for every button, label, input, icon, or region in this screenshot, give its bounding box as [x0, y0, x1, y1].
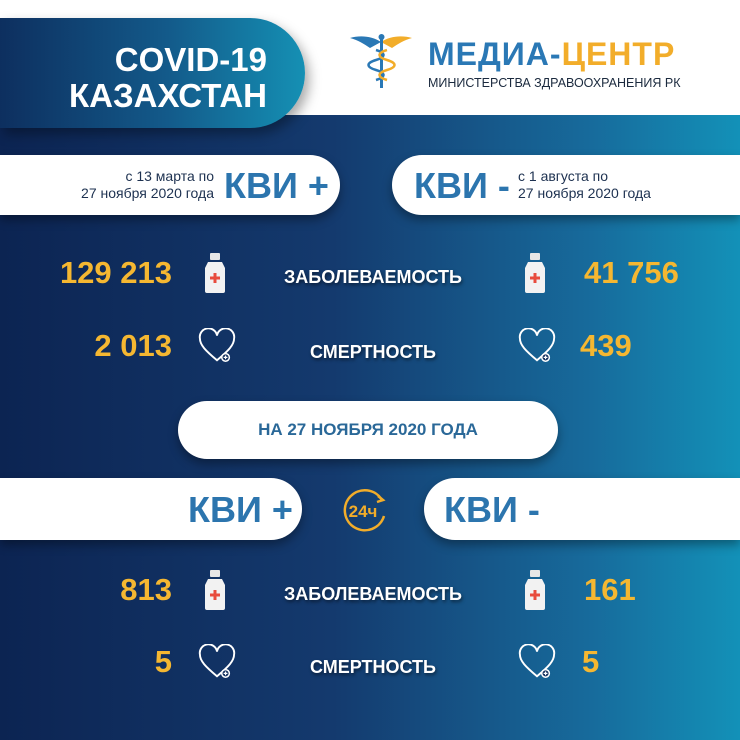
logo-title-part-1: МЕДИА-	[428, 36, 562, 72]
24h-badge-text: 24ч	[349, 502, 378, 521]
kvi-positive-label: КВИ +	[224, 165, 329, 206]
cumulative-positive-cases: 129 213	[59, 255, 172, 290]
daily-positive-header: КВИ +	[0, 478, 302, 540]
deaths-label: СМЕРТНОСТЬ	[309, 342, 436, 362]
kvi-negative-label: КВИ -	[414, 165, 510, 206]
kvi-positive-label: КВИ +	[188, 489, 293, 530]
daily-negative-deaths: 5	[582, 644, 600, 679]
title-line-2: КАЗАХСТАН	[69, 77, 267, 114]
cumulative-negative-cases: 41 756	[584, 255, 679, 290]
logo-title-part-2: ЦЕНТР	[561, 36, 676, 72]
page-title: COVID-19 КАЗАХСТАН	[0, 18, 305, 128]
bottle-icon	[204, 570, 226, 610]
bottle-icon	[524, 570, 546, 610]
heart-icon	[198, 644, 236, 680]
24h-icon: 24ч	[343, 489, 386, 532]
daily-negative-cases: 161	[584, 572, 636, 607]
title-line-1: COVID-19	[114, 41, 267, 78]
logo-subtitle: МИНИСТЕРСТВА ЗДРАВООХРАНЕНИЯ РК	[428, 76, 681, 90]
bottle-icon	[204, 253, 226, 293]
period-text: с 1 августа по 27 ноября 2020 года	[518, 168, 718, 202]
period-line-2: 27 ноября 2020 года	[518, 185, 651, 201]
daily-date: НА 27 НОЯБРЯ 2020 ГОДА	[178, 401, 558, 459]
heart-icon	[518, 328, 556, 364]
cumulative-positive-deaths: 2 013	[94, 328, 172, 363]
cases-label: ЗАБОЛЕВАЕМОСТЬ	[284, 584, 462, 604]
period-text: с 13 марта по 27 ноября 2020 года	[14, 168, 214, 202]
daily-positive-deaths: 5	[154, 644, 172, 679]
heart-icon	[198, 328, 236, 364]
period-line-2: 27 ноября 2020 года	[81, 185, 214, 201]
daily-negative-header: КВИ -	[424, 478, 740, 540]
cumulative-negative-header: КВИ - с 1 августа по 27 ноября 2020 года	[392, 155, 740, 215]
logo-title: МЕДИА-ЦЕНТР	[428, 36, 675, 73]
kvi-negative-label: КВИ -	[444, 489, 540, 530]
deaths-label: СМЕРТНОСТЬ	[309, 657, 436, 677]
heart-icon	[518, 644, 556, 680]
cumulative-positive-header: с 13 марта по 27 ноября 2020 года КВИ +	[0, 155, 340, 215]
bottle-icon	[524, 253, 546, 293]
cumulative-negative-deaths: 439	[580, 328, 632, 363]
period-line-1: с 13 марта по	[125, 168, 214, 184]
cases-label: ЗАБОЛЕВАЕМОСТЬ	[284, 267, 462, 287]
period-line-1: с 1 августа по	[518, 168, 609, 184]
caduceus-logo-icon	[350, 34, 412, 88]
daily-positive-cases: 813	[120, 572, 172, 607]
